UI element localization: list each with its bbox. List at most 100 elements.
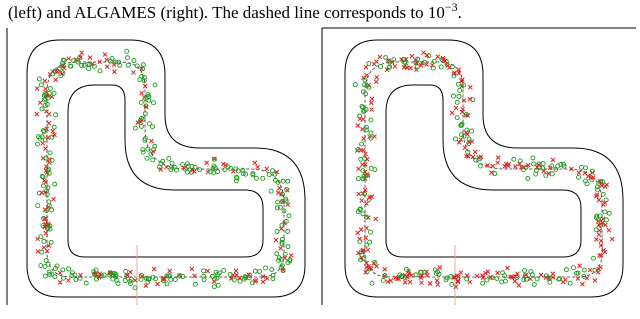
marker-o	[49, 157, 55, 163]
marker-o	[367, 239, 373, 245]
marker-x	[595, 218, 601, 224]
marker-o	[517, 158, 523, 164]
marker-o	[403, 63, 409, 69]
marker-x	[288, 253, 294, 258]
marker-o	[275, 199, 281, 205]
marker-o	[589, 168, 595, 174]
marker-o	[47, 85, 53, 91]
marker-x	[483, 270, 488, 276]
marker-x	[41, 245, 47, 250]
marker-o	[461, 133, 467, 139]
marker-o	[430, 65, 436, 71]
marker-x	[470, 154, 476, 160]
marker-o	[47, 226, 53, 232]
marker-x	[413, 67, 419, 73]
marker-x	[434, 278, 440, 283]
marker-x	[181, 165, 187, 171]
marker-o	[540, 161, 546, 167]
marker-x	[143, 104, 149, 110]
marker-x	[260, 274, 266, 279]
marker-x	[449, 110, 455, 116]
marker-o	[235, 168, 241, 174]
marker-o	[41, 238, 47, 244]
marker-x	[260, 279, 266, 285]
marker-o	[143, 103, 149, 109]
marker-o	[113, 59, 118, 65]
marker-x	[192, 168, 197, 174]
marker-o	[43, 258, 49, 263]
marker-x	[278, 246, 283, 251]
marker-o	[361, 173, 367, 179]
marker-o	[160, 158, 166, 164]
marker-x	[356, 166, 361, 172]
marker-o	[68, 63, 73, 69]
marker-o	[117, 62, 123, 68]
marker-x	[490, 163, 496, 169]
marker-o	[594, 213, 600, 219]
marker-x	[465, 153, 471, 159]
marker-o	[47, 223, 53, 229]
marker-x	[597, 228, 603, 233]
marker-o	[46, 269, 52, 275]
marker-o	[466, 136, 472, 142]
marker-x	[364, 225, 369, 231]
marker-x	[363, 64, 369, 70]
marker-x	[547, 165, 553, 171]
marker-o	[116, 59, 122, 65]
marker-o	[279, 241, 285, 247]
marker-x	[223, 162, 229, 168]
marker-o	[173, 167, 179, 173]
marker-x	[406, 268, 412, 274]
marker-x	[42, 78, 48, 84]
marker-x	[280, 267, 286, 273]
marker-x	[373, 216, 379, 222]
marker-o	[201, 277, 207, 283]
marker-x	[45, 205, 51, 210]
marker-x	[505, 163, 511, 169]
marker-x	[362, 162, 368, 167]
marker-x	[368, 100, 374, 106]
marker-x	[246, 272, 252, 277]
marker-o	[211, 170, 217, 176]
marker-o	[252, 268, 258, 274]
right-panel	[344, 39, 624, 305]
marker-o	[166, 273, 171, 279]
marker-o	[66, 266, 72, 272]
marker-o	[359, 252, 365, 258]
marker-x	[369, 107, 375, 112]
marker-x	[474, 273, 480, 279]
marker-x	[138, 119, 144, 125]
marker-x	[582, 170, 588, 176]
marker-x	[596, 266, 602, 272]
marker-x	[592, 278, 598, 283]
marker-x	[599, 183, 605, 188]
marker-o	[242, 276, 247, 282]
caption-text: (left) and ALGAMES (right). The dashed l…	[8, 3, 428, 22]
marker-o	[484, 277, 490, 283]
marker-o	[269, 168, 275, 174]
marker-x	[66, 56, 71, 61]
marker-o	[137, 77, 143, 83]
marker-x	[424, 52, 430, 58]
marker-x	[364, 201, 369, 207]
marker-o	[77, 55, 83, 61]
marker-o	[211, 156, 217, 162]
marker-o	[92, 271, 97, 277]
marker-o	[606, 210, 612, 216]
marker-o	[540, 165, 546, 171]
marker-o	[279, 239, 285, 245]
marker-o	[93, 267, 99, 273]
marker-o	[549, 171, 555, 177]
marker-o	[404, 266, 409, 272]
marker-o	[172, 277, 178, 283]
marker-x	[458, 270, 464, 275]
marker-o	[270, 276, 276, 282]
marker-o	[243, 171, 249, 177]
marker-o	[147, 121, 152, 127]
marker-o	[51, 124, 57, 130]
marker-o	[401, 57, 407, 62]
marker-x	[577, 263, 582, 269]
marker-o	[579, 164, 585, 170]
marker-x	[385, 279, 391, 285]
marker-o	[197, 167, 202, 173]
